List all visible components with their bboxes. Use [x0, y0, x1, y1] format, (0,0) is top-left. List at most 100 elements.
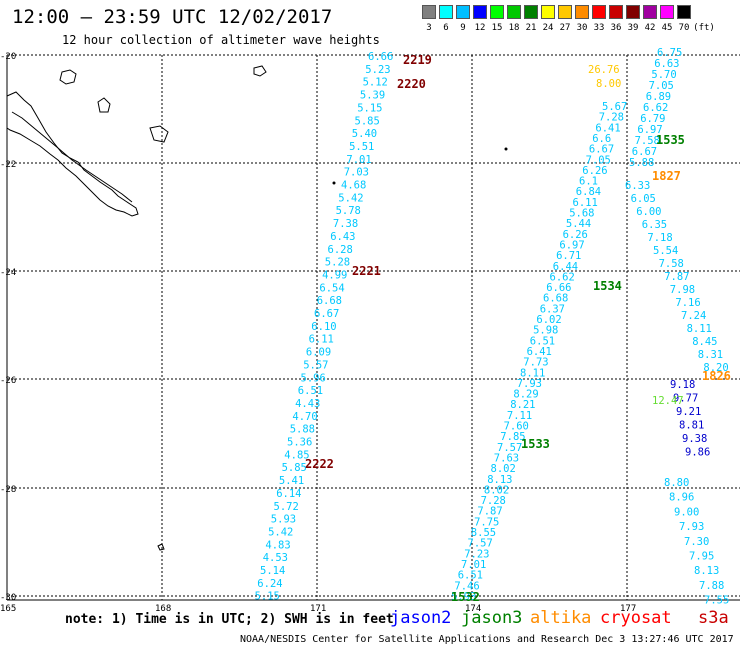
wave-height-value: 5.12 — [363, 77, 388, 89]
wave-height-value: 4.99 — [322, 269, 347, 281]
wave-height-value: 9.00 — [674, 506, 699, 518]
pass-time-label: 2220 — [397, 77, 426, 91]
legend-swatch — [626, 5, 640, 19]
wave-height-value: 6.79 — [640, 113, 665, 125]
coastline — [6, 65, 508, 551]
wave-height-value: 8.11 — [520, 367, 545, 379]
wave-height-value: 7.93 — [517, 378, 542, 390]
latitude-label: -30 — [0, 593, 16, 603]
legend-unit: (ft) — [693, 23, 715, 33]
legend-label: 45 — [661, 23, 673, 33]
wave-height-value: 7.73 — [523, 357, 548, 369]
wave-height-value: 6.14 — [276, 488, 301, 500]
wave-height-value: 5.67 — [602, 101, 627, 113]
wave-height-value: 6.51 — [530, 335, 555, 347]
satellite-label-cryosat: cryosat — [600, 608, 672, 628]
wave-height-value: 6.97 — [637, 124, 662, 136]
wave-height-value: 8.11 — [687, 323, 712, 335]
wave-height-value: 5.98 — [533, 325, 558, 337]
wave-height-value: 7.28 — [599, 112, 624, 124]
page-subtitle: 12 hour collection of altimeter wave hei… — [62, 33, 380, 47]
new-caledonia-coast — [6, 91, 139, 217]
wave-height-value: 7.46 — [454, 580, 479, 592]
satellite-label-altika: altika — [530, 608, 592, 628]
wave-height-value: 8.20 — [703, 362, 728, 374]
wave-height-value: 4.68 — [341, 180, 366, 192]
wave-height-value: 6.10 — [311, 321, 336, 333]
wave-height-value: 6.67 — [314, 308, 339, 320]
wave-height-value: 5.36 — [287, 437, 312, 449]
wave-height-tracks: 6.665.235.125.395.155.855.405.517.017.03… — [255, 47, 730, 607]
satellite-label-jason3: jason3 — [461, 608, 523, 628]
wave-height-value: 5.40 — [352, 128, 377, 140]
legend-label: 6 — [443, 23, 449, 33]
wave-height-value: 7.95 — [689, 551, 714, 563]
wave-height-value: 7.58 — [635, 135, 660, 147]
wave-height-value: 6.67 — [589, 144, 614, 156]
wave-height-value: 5.78 — [336, 205, 361, 217]
wave-height-value: 6.84 — [576, 186, 601, 198]
wave-height-value: 7.57 — [497, 442, 522, 454]
wave-height-value: 7.01 — [346, 154, 371, 166]
wave-height-value: 6.11 — [309, 334, 334, 346]
wave-height-value: 6.68 — [317, 295, 342, 307]
wave-height-value: 6.62 — [550, 271, 575, 283]
wave-height-value: 6.66 — [368, 51, 393, 63]
map-frame — [6, 55, 740, 601]
wave-height-value: 6.43 — [330, 231, 355, 243]
legend-swatch — [490, 5, 504, 19]
legend-swatch — [507, 5, 521, 19]
wave-height-value: 4.83 — [265, 539, 290, 551]
legend-label: 24 — [542, 23, 554, 33]
wave-height-value: 6.67 — [632, 146, 657, 158]
pass-time-label: 1826 — [702, 369, 731, 383]
wave-height-value: 5.15 — [357, 102, 382, 114]
wave-height-value: 6.37 — [540, 303, 565, 315]
wave-height-value: 5.88 — [629, 157, 654, 169]
wave-height-value: 5.44 — [566, 218, 591, 230]
wave-height-value: 5.96 — [301, 372, 326, 384]
wave-height-value: 6.54 — [319, 282, 344, 294]
wave-height-value: 6.66 — [546, 282, 571, 294]
latitude-label: -26 — [0, 376, 16, 386]
wave-height-value: 4.53 — [263, 552, 288, 564]
wave-height-value: 6.28 — [328, 244, 353, 256]
latitude-label: -20 — [0, 52, 16, 62]
loyalty-island-2 — [97, 97, 111, 113]
small-island-1 — [253, 65, 267, 77]
wave-height-value: 7.30 — [684, 536, 709, 548]
wave-height-value: 5.93 — [271, 514, 296, 526]
wave-height-value: 6.1 — [579, 176, 598, 188]
wave-height-value: 6.44 — [553, 261, 578, 273]
wave-height-value: 8.55 — [471, 527, 496, 539]
legend-swatch — [541, 5, 555, 19]
wave-height-value: 7.18 — [647, 232, 672, 244]
wave-height-value: 4.43 — [295, 398, 320, 410]
legend-swatch — [558, 5, 572, 19]
wave-height-value: 6.11 — [573, 197, 598, 209]
small-island-3 — [504, 147, 508, 151]
legend-label: 27 — [559, 23, 571, 33]
wave-height-value: 8.31 — [698, 349, 723, 361]
legend-swatch — [609, 5, 623, 19]
wave-height-value: 8.13 — [487, 474, 512, 486]
latitude-label: -28 — [0, 485, 16, 495]
wave-height-value: 4.85 — [284, 449, 309, 461]
legend-swatch — [456, 5, 470, 19]
loyalty-island-1 — [59, 69, 77, 85]
legend-swatch — [524, 5, 538, 19]
wave-height-value: 4.70 — [292, 411, 317, 423]
wave-height-value: 8.02 — [484, 484, 509, 496]
wave-height-value: 7.11 — [507, 410, 532, 422]
pass-time-label: 1535 — [656, 133, 685, 147]
legend-swatch — [660, 5, 674, 19]
new-caledonia-coast-inner — [11, 111, 133, 203]
wave-height-value: 6.71 — [556, 250, 581, 262]
pass-time-label: 2219 — [403, 53, 432, 67]
legend-label: 18 — [508, 23, 520, 33]
legend-label: 36 — [610, 23, 622, 33]
longitude-label: 177 — [620, 604, 636, 614]
pass-time-label: 1532 — [451, 590, 480, 604]
wave-height-value: 6.75 — [657, 47, 682, 59]
